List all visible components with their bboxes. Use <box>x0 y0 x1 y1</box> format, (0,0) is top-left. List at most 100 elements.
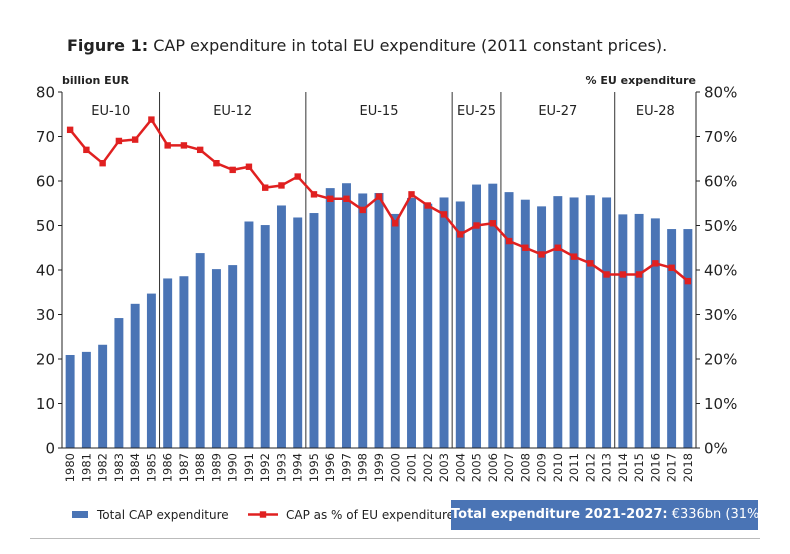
x-tick-label: 2003 <box>437 453 451 482</box>
bar-2015 <box>634 213 644 448</box>
x-tick-label: 2002 <box>421 453 435 482</box>
bar-1997 <box>342 183 351 448</box>
x-tick-label: 1988 <box>193 453 207 482</box>
bar-2016 <box>650 218 660 448</box>
x-tick-label: 2001 <box>405 453 419 482</box>
bar-1986 <box>163 278 173 448</box>
percent-point-2006 <box>489 220 496 227</box>
percent-point-2017 <box>668 264 675 271</box>
percent-point-2011 <box>570 253 578 260</box>
x-tick-label: 1986 <box>161 453 175 482</box>
y-left-axis-label: billion EUR <box>62 74 130 87</box>
bottom-divider <box>30 538 760 539</box>
x-tick-label: 2004 <box>453 453 467 482</box>
x-tick-label: 1982 <box>96 453 110 482</box>
percent-point-2014 <box>619 271 627 278</box>
percent-point-1983 <box>115 137 123 145</box>
era-label-eu-28: EU-28 <box>636 104 675 119</box>
x-tick-label: 2007 <box>502 453 516 482</box>
x-tick-label: 1981 <box>79 453 93 482</box>
bar-1985 <box>146 293 156 448</box>
y-left-tick-label: 30 <box>36 306 55 324</box>
y-left-tick-label: 20 <box>36 351 55 369</box>
percent-point-2009 <box>538 251 545 258</box>
bar-1987 <box>179 276 189 448</box>
percent-point-1993 <box>278 182 285 189</box>
x-tick-label: 1998 <box>356 453 370 482</box>
x-tick-label: 2008 <box>518 453 532 482</box>
x-tick-label: 2016 <box>648 453 662 482</box>
percent-line-layer <box>66 116 692 285</box>
percent-point-2003 <box>440 211 448 218</box>
x-tick-label: 1995 <box>307 453 321 482</box>
era-label-eu-10: EU-10 <box>91 104 130 119</box>
bar-2018 <box>683 229 693 448</box>
percent-point-1986 <box>164 142 171 149</box>
y-right-tick-label: 0% <box>704 440 728 458</box>
x-tick-label: 2014 <box>616 453 630 482</box>
y-left-tick-label: 40 <box>36 262 55 280</box>
bar-1983 <box>114 318 124 448</box>
legend: Total CAP expenditure CAP as % of EU expe… <box>72 508 454 522</box>
x-tick-label: 2005 <box>470 453 484 482</box>
bar-1991 <box>244 221 254 448</box>
percent-point-1984 <box>131 136 139 143</box>
y-left-tick-label: 60 <box>36 173 55 191</box>
x-tick-label: 2013 <box>600 453 614 482</box>
y-right-tick-label: 80% <box>704 84 737 102</box>
x-tick-label: 2017 <box>665 453 679 482</box>
bar-2012 <box>585 195 595 448</box>
percent-point-2013 <box>603 271 610 278</box>
y-right-tick-label: 40% <box>704 262 737 280</box>
y-left-tick-label: 0 <box>45 440 55 458</box>
percent-point-1981 <box>83 146 90 154</box>
figure-title: Figure 1: CAP expenditure in total EU ex… <box>67 36 667 55</box>
bars-layer <box>65 183 693 449</box>
percent-point-2007 <box>505 237 513 245</box>
x-tick-label: 1989 <box>209 453 223 482</box>
x-tick-label: 1985 <box>144 453 158 482</box>
percent-point-1982 <box>99 160 106 167</box>
x-tick-label: 1996 <box>323 453 337 482</box>
y-right-tick-label: 20% <box>704 351 737 369</box>
legend-bar-swatch <box>72 511 88 518</box>
x-tick-label: 2015 <box>632 453 646 482</box>
y-left-tick-label: 80 <box>36 84 55 102</box>
x-tick-label: 2018 <box>681 453 695 482</box>
x-tick-label: 1994 <box>291 453 305 482</box>
x-tick-label: 1991 <box>242 453 256 482</box>
bar-2004 <box>455 201 465 448</box>
bar-2009 <box>537 206 547 448</box>
bar-2010 <box>553 196 563 448</box>
x-tick-label: 1992 <box>258 453 272 482</box>
percent-point-1999 <box>375 193 383 200</box>
y-right-tick-label: 30% <box>704 306 737 324</box>
bar-1980 <box>65 354 75 448</box>
percent-point-1994 <box>294 173 301 180</box>
percent-point-1987 <box>180 142 188 149</box>
percent-point-2000 <box>392 220 399 227</box>
era-label-eu-25: EU-25 <box>457 104 496 119</box>
x-tick-label: 1997 <box>339 453 353 482</box>
percent-point-2018 <box>684 277 692 285</box>
percent-point-2002 <box>424 202 431 209</box>
percent-point-1991 <box>245 163 253 170</box>
y-right-tick-label: 60% <box>704 173 737 191</box>
percent-point-1997 <box>343 195 350 202</box>
bar-2005 <box>472 184 482 448</box>
bar-1999 <box>374 193 384 448</box>
bar-1995 <box>309 213 319 448</box>
x-tick-label: 1983 <box>112 453 126 482</box>
x-tick-label: 2012 <box>583 453 597 482</box>
y-right-axis-label: % EU expenditure <box>586 74 696 87</box>
x-tick-label: 1990 <box>226 453 240 482</box>
percent-point-2008 <box>522 244 529 251</box>
percent-point-1985 <box>148 116 155 123</box>
era-dividers: EU-10 EU-12 EU-15 EU-25 EU-27 EU-28 <box>91 92 675 448</box>
x-tick-label: 1980 <box>63 453 77 482</box>
bar-2006 <box>488 183 498 449</box>
y-right-tick-label: 50% <box>704 217 737 235</box>
era-label-eu-15: EU-15 <box>360 104 399 119</box>
total-expenditure-label: Total expenditure 2021-2027: <box>451 507 668 522</box>
x-tick-label: 2000 <box>388 453 402 482</box>
